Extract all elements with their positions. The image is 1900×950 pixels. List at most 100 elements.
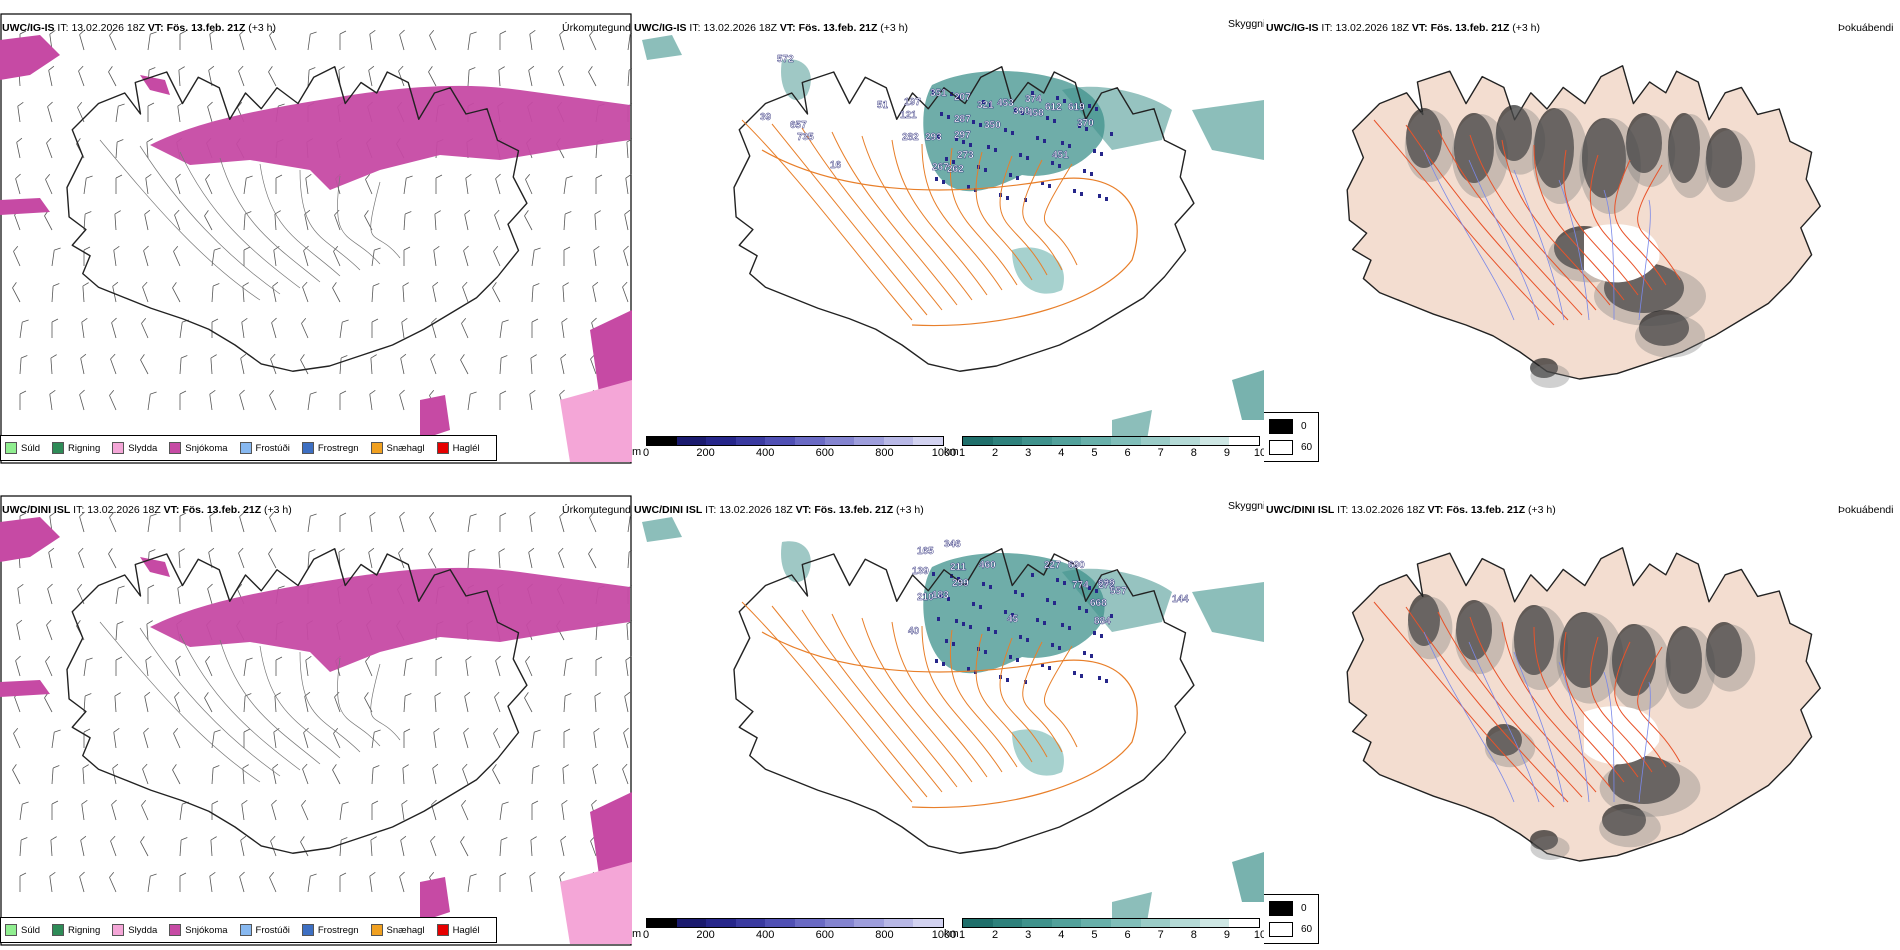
cloud-base-value: 346 <box>944 539 961 550</box>
fog-panel-title: Þokuábendi <box>1838 504 1894 516</box>
fog-legend-swatch <box>1269 922 1293 937</box>
colorbar-bin <box>1022 437 1052 445</box>
cloud-visibility-panel: 165 346 139 211 460 227 690 299 210 183 699 774 272 5… <box>632 482 1264 946</box>
fog-header: UWC/IG-IS IT: 13.02.2026 18Z VT: Fös. 13… <box>1266 22 1540 34</box>
legend-item: Frostúði <box>239 442 290 454</box>
vt-value: Fös. 13.feb. 21Z <box>1430 22 1510 34</box>
fog-blob <box>1608 756 1680 804</box>
colorbar-tick: 400 <box>756 929 775 941</box>
cloud-base-value: 619 <box>1068 102 1085 113</box>
legend-item: Slydda <box>112 442 157 454</box>
it-value: 13.02.2026 18Z <box>71 22 145 34</box>
cloud-base-value: 735 <box>797 132 814 143</box>
colorbar-tick: 10 <box>1253 447 1264 459</box>
cloud-base-value: 51 <box>877 100 889 111</box>
legend-swatch <box>436 442 449 454</box>
cloud-base-value: 774 <box>1072 580 1089 591</box>
legend-swatch <box>112 442 125 454</box>
fog-legend-label: 0 <box>1301 903 1307 914</box>
fog-legend: 0 60 <box>1264 412 1320 462</box>
height-colorbar: m 0 200 400 600 800 1000 <box>632 918 956 942</box>
precip-panel-title: Úrkomutegund <box>562 504 631 516</box>
fog-blob <box>1454 113 1494 183</box>
fog-blob <box>1530 358 1558 378</box>
precip-map <box>0 13 632 464</box>
vt-label: VT: <box>779 22 796 34</box>
colorbar-tick: 2 <box>992 447 999 459</box>
legend-item: Haglél <box>436 924 480 936</box>
vt-label: VT: <box>163 504 180 516</box>
colorbar-bin <box>765 437 795 445</box>
cloud-base-value: 197 <box>904 97 921 108</box>
colorbar-unit: m <box>632 446 642 458</box>
legend-item: Snjókoma <box>169 924 228 936</box>
it-label: IT: <box>1321 22 1333 34</box>
legend-label: Haglél <box>452 442 480 454</box>
colorbar-bin <box>854 919 884 927</box>
legend-label: Frostúði <box>255 442 290 454</box>
it-label: IT: <box>57 22 69 34</box>
colorbar-bin <box>992 437 1023 445</box>
colorbar-tick: 1000 <box>931 447 957 459</box>
it-label: IT: <box>689 22 701 34</box>
colorbar-bin <box>676 919 707 927</box>
cloud-base-value: 453 <box>997 98 1014 109</box>
fog-legend-swatch <box>1269 901 1293 916</box>
cloud-header: UWC/IG-IS IT: 13.02.2026 18Z VT: Fös. 13… <box>634 22 908 34</box>
legend-swatch <box>52 924 65 936</box>
colorbar-unit: m <box>632 928 642 940</box>
fog-blob <box>1496 105 1532 161</box>
fog-legend-label: 0 <box>1301 421 1307 432</box>
precip-panel-title: Úrkomutegund <box>562 22 631 34</box>
cloud-base-value: 121 <box>900 110 917 121</box>
cloud-base-value: 458 <box>1027 108 1044 119</box>
cloud-base-value: 272 <box>1098 580 1115 591</box>
colorbar-bin <box>1110 437 1141 445</box>
precip-legend: Súld Rigning Slydda Snjókoma Frostúði Frostre… <box>0 917 497 943</box>
legend-label: Frostregn <box>317 924 359 936</box>
colorbar-tick: 4 <box>1058 929 1065 941</box>
colorbar-bin <box>883 437 914 445</box>
it-label: IT: <box>73 504 85 516</box>
model-label: UWC/DINI ISL <box>1266 504 1335 516</box>
legend-label: Snæhagl <box>386 924 425 936</box>
model-label: UWC/IG-IS <box>634 22 687 34</box>
legend-label: Slydda <box>128 924 158 936</box>
cloud-base-value: 612 <box>1045 102 1062 113</box>
legend-item: Haglél <box>436 442 480 454</box>
it-value: 13.02.2026 18Z <box>719 504 793 516</box>
lead-time: (+3 h) <box>264 504 292 516</box>
legend-item: Slydda <box>112 924 157 936</box>
cloud-base-value: 557 <box>1110 586 1127 597</box>
colorbar-unit: km <box>944 928 959 940</box>
colorbar-bin <box>1199 919 1230 927</box>
height-colorbar: m 0 200 400 600 800 1000 <box>632 436 956 460</box>
fog-legend-item: 60 <box>1269 922 1312 937</box>
cloud-base-value: 211 <box>950 562 967 573</box>
colorbar-unit: km <box>944 446 959 458</box>
fog-indicator-panel: UWC/IG-IS IT: 13.02.2026 18Z VT: Fös. 13… <box>1264 0 1896 464</box>
cloud-base-value: 350 <box>984 120 1001 131</box>
cloud-base-value: 699 <box>1098 578 1115 589</box>
cloud-base-value: 390 <box>1013 106 1030 117</box>
colorbar-tick: 6 <box>1124 447 1131 459</box>
colorbar-bin <box>883 919 914 927</box>
colorbar-bin <box>735 919 766 927</box>
legend-item: Frostregn <box>301 442 359 454</box>
cloud-panel-title: Skyggni <box>1228 18 1264 30</box>
colorbar-bin <box>1081 919 1111 927</box>
colorbar-tick: 4 <box>1058 447 1065 459</box>
fog-blob <box>1582 118 1626 198</box>
legend-swatch <box>239 924 252 936</box>
colorbar-bin <box>1170 437 1200 445</box>
legend-label: Snjókoma <box>185 442 228 454</box>
cloud-base-value: 262 <box>947 164 964 175</box>
cloud-base-value: 884 <box>1094 616 1111 627</box>
cloud-base-value: 460 <box>979 560 996 571</box>
colorbar-bin <box>1051 437 1082 445</box>
model-label: UWC/DINI ISL <box>634 504 703 516</box>
fog-blob <box>1408 594 1440 646</box>
legend-swatch <box>370 924 383 936</box>
cloud-header: UWC/DINI ISL IT: 13.02.2026 18Z VT: Fös.… <box>634 504 924 516</box>
